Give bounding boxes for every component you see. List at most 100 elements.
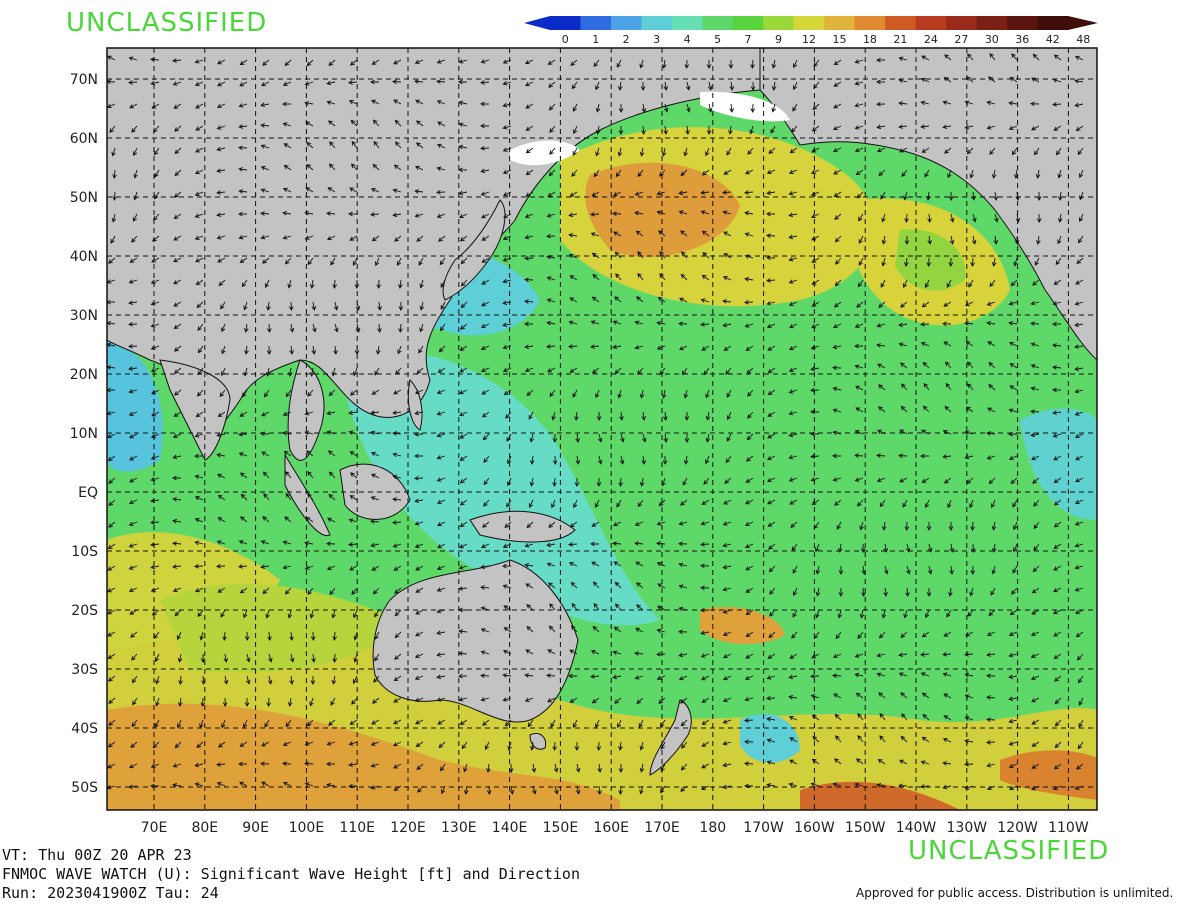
- direction-arrow: [108, 697, 116, 704]
- direction-arrow: [942, 652, 952, 657]
- direction-arrow: [663, 433, 669, 443]
- direction-arrow: [194, 564, 204, 569]
- colorbar-swatch: [702, 16, 734, 30]
- direction-arrow: [1033, 521, 1040, 530]
- direction-arrow: [684, 59, 690, 69]
- direction-arrow: [502, 125, 512, 130]
- direction-arrow: [880, 279, 886, 288]
- direction-arrow: [289, 631, 294, 641]
- colorbar-swatch: [1007, 16, 1039, 30]
- direction-arrow: [656, 320, 666, 326]
- direction-arrow: [572, 147, 578, 156]
- direction-arrow: [1030, 386, 1040, 391]
- direction-arrow: [503, 627, 512, 633]
- colorbar-level-label: 4: [684, 33, 691, 46]
- direction-arrow: [854, 782, 864, 788]
- direction-arrow: [260, 234, 270, 240]
- direction-arrow: [173, 257, 182, 263]
- direction-arrow: [289, 345, 294, 355]
- direction-arrow: [659, 250, 666, 259]
- direction-arrow: [131, 125, 138, 133]
- direction-arrow: [723, 345, 732, 351]
- direction-arrow: [1036, 235, 1041, 245]
- direction-arrow: [568, 542, 578, 547]
- direction-arrow: [726, 389, 732, 398]
- direction-arrow: [480, 59, 490, 64]
- colorbar-swatch: [671, 16, 703, 30]
- direction-arrow: [150, 323, 160, 328]
- direction-arrow: [948, 587, 953, 597]
- direction-arrow: [1012, 499, 1018, 508]
- direction-arrow: [261, 781, 270, 787]
- direction-arrow: [195, 147, 204, 153]
- colorbar-level-label: 30: [985, 33, 999, 46]
- direction-arrow: [458, 213, 468, 219]
- direction-arrow: [990, 587, 996, 596]
- direction-arrow: [154, 653, 160, 663]
- direction-arrow: [660, 741, 666, 750]
- direction-arrow: [398, 323, 403, 333]
- direction-arrow: [597, 455, 603, 465]
- direction-arrow: [480, 564, 490, 570]
- direction-arrow: [1074, 366, 1084, 372]
- direction-arrow: [418, 345, 424, 354]
- direction-arrow: [745, 653, 754, 659]
- direction-arrow: [172, 564, 182, 569]
- direction-arrow: [898, 56, 908, 62]
- colorbar-level-label: 21: [893, 33, 907, 46]
- direction-arrow: [722, 190, 732, 195]
- direction-arrow: [656, 562, 666, 567]
- direction-arrow: [641, 103, 647, 113]
- direction-arrow: [370, 785, 380, 790]
- direction-arrow: [350, 472, 358, 479]
- direction-arrow: [726, 411, 732, 421]
- direction-arrow: [899, 147, 908, 153]
- direction-arrow: [244, 631, 250, 641]
- direction-arrow: [788, 454, 798, 460]
- direction-arrow: [568, 320, 578, 325]
- direction-arrow: [1031, 587, 1040, 594]
- direction-arrow: [217, 81, 226, 87]
- direction-arrow: [1074, 433, 1084, 439]
- direction-arrow: [810, 409, 820, 415]
- direction-arrow: [480, 673, 490, 678]
- direction-arrow: [174, 389, 182, 396]
- direction-arrow: [810, 674, 820, 679]
- direction-arrow: [374, 631, 380, 640]
- product-title-text: FNMOC WAVE WATCH (U): Significant Wave H…: [2, 865, 580, 883]
- direction-arrow: [222, 631, 227, 641]
- direction-arrow: [304, 565, 314, 570]
- direction-arrow: [876, 453, 886, 458]
- direction-arrow: [480, 697, 490, 702]
- direction-arrow: [173, 411, 182, 417]
- direction-arrow: [900, 405, 908, 413]
- direction-arrow: [706, 125, 712, 135]
- direction-arrow: [723, 499, 732, 505]
- zone-se-orange: [1000, 750, 1097, 800]
- direction-arrow: [595, 103, 601, 113]
- direction-arrow: [744, 739, 754, 745]
- direction-arrow: [593, 169, 600, 178]
- direction-arrow: [332, 631, 337, 641]
- direction-arrow: [986, 455, 996, 460]
- direction-arrow: [525, 169, 534, 176]
- direction-arrow: [217, 517, 226, 523]
- direction-arrow: [261, 451, 270, 457]
- direction-arrow: [436, 166, 446, 172]
- direction-arrow: [573, 499, 578, 509]
- direction-arrow: [414, 189, 424, 194]
- direction-arrow: [832, 408, 842, 413]
- direction-arrow: [370, 187, 380, 193]
- direction-arrow: [352, 675, 358, 685]
- direction-arrow: [436, 189, 446, 195]
- direction-arrow: [1074, 322, 1084, 328]
- direction-arrow: [927, 565, 933, 575]
- direction-arrow: [326, 410, 336, 416]
- direction-arrow: [128, 565, 138, 570]
- direction-arrow: [1075, 125, 1084, 132]
- direction-arrow: [480, 345, 490, 350]
- direction-arrow: [1074, 499, 1084, 505]
- direction-arrow: [766, 300, 776, 306]
- new-guinea: [469, 510, 576, 543]
- direction-arrow: [436, 565, 446, 571]
